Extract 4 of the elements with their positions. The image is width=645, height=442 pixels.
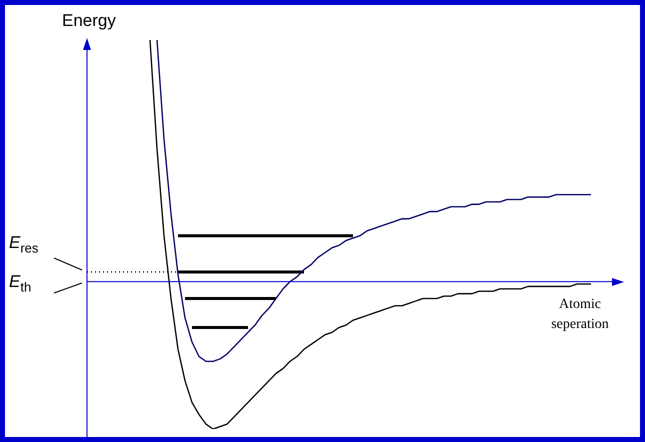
y-axis-title: Energy (62, 11, 116, 31)
text: E$_{th}$ (9, 272, 32, 294)
x-axis-title: Atomic seperation (550, 296, 610, 334)
text: E$_{res}$ (9, 233, 38, 256)
